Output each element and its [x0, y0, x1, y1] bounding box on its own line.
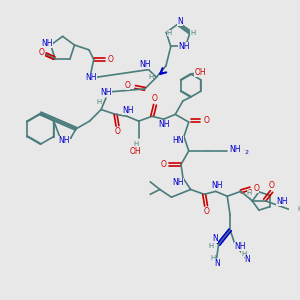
Text: O: O — [107, 55, 113, 64]
Text: 2: 2 — [244, 150, 248, 155]
Text: H: H — [190, 29, 196, 35]
Text: NH: NH — [122, 106, 134, 115]
Text: HN: HN — [172, 136, 184, 145]
Text: H: H — [298, 206, 300, 212]
Text: NH: NH — [234, 242, 245, 251]
Text: N: N — [177, 17, 183, 26]
Text: O: O — [115, 127, 120, 136]
Text: O: O — [253, 184, 259, 193]
Text: O: O — [124, 80, 130, 89]
Text: N: N — [212, 234, 218, 243]
Text: O: O — [152, 94, 158, 103]
Text: H: H — [167, 29, 172, 35]
Text: H: H — [97, 99, 102, 105]
Text: O: O — [161, 160, 167, 169]
Text: NH: NH — [211, 181, 222, 190]
Text: NH: NH — [276, 197, 288, 206]
Text: NH: NH — [172, 178, 184, 187]
Text: OH: OH — [130, 147, 142, 156]
Text: H: H — [241, 251, 246, 257]
Text: N: N — [244, 255, 250, 264]
Text: H: H — [210, 255, 215, 261]
Text: NH: NH — [158, 121, 169, 130]
Text: NH: NH — [85, 73, 97, 82]
Text: NH: NH — [41, 39, 52, 48]
Text: NH: NH — [178, 42, 189, 51]
Text: NH: NH — [100, 88, 112, 97]
Text: H: H — [208, 243, 214, 249]
Text: H: H — [148, 74, 153, 80]
Text: N: N — [214, 259, 220, 268]
Text: O: O — [203, 207, 209, 216]
Text: H: H — [247, 190, 252, 196]
Text: OH: OH — [194, 68, 206, 76]
Text: O: O — [203, 116, 209, 124]
Text: NH: NH — [229, 145, 241, 154]
Text: NH: NH — [139, 60, 151, 69]
Text: O: O — [39, 48, 45, 57]
Text: O: O — [268, 181, 274, 190]
Text: H: H — [133, 141, 138, 147]
Text: NH: NH — [58, 136, 70, 146]
